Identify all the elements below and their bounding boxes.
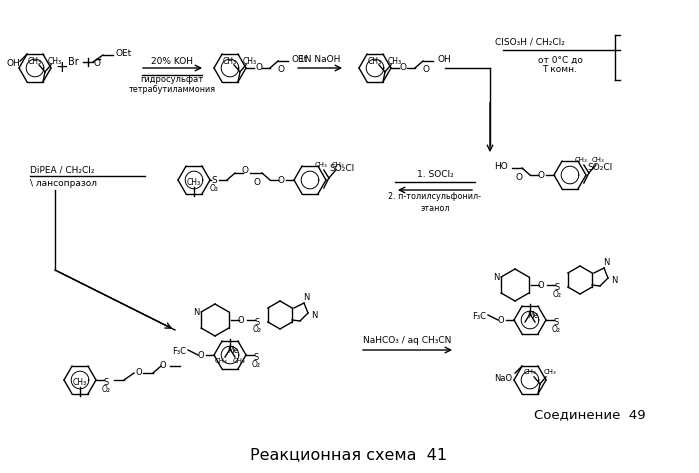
Text: CH₃: CH₃: [544, 369, 556, 375]
Text: ClSO₃H / CH₂Cl₂: ClSO₃H / CH₂Cl₂: [495, 37, 565, 46]
Text: OH: OH: [437, 54, 451, 63]
Text: O: O: [422, 65, 429, 75]
Text: CH₃: CH₃: [233, 358, 245, 364]
Text: CH₃: CH₃: [368, 57, 382, 66]
Text: T комн.: T комн.: [542, 65, 577, 75]
Text: CH₃: CH₃: [524, 369, 536, 375]
Text: O₂: O₂: [252, 324, 261, 333]
Text: O₂: O₂: [210, 184, 219, 193]
Text: O: O: [538, 280, 545, 289]
Text: 2. п-толилсульфонил-: 2. п-толилсульфонил-: [389, 192, 482, 201]
Text: CH₃: CH₃: [187, 177, 201, 186]
Text: OEt: OEt: [292, 54, 308, 63]
Text: этанол: этанол: [420, 203, 449, 212]
Text: HO: HO: [494, 161, 508, 170]
Text: S: S: [211, 175, 217, 184]
Text: гидросульфат: гидросульфат: [140, 76, 203, 85]
Text: S: S: [103, 377, 108, 386]
Text: O: O: [238, 315, 245, 324]
Text: O₂: O₂: [552, 324, 561, 333]
Text: от 0°С до: от 0°С до: [538, 55, 582, 64]
Text: O: O: [254, 177, 261, 186]
Text: тетрабутиламмония: тетрабутиламмония: [129, 86, 215, 95]
Text: 1. SOCl₂: 1. SOCl₂: [417, 169, 454, 178]
Text: N: N: [603, 257, 610, 266]
Text: Соединение  49: Соединение 49: [534, 409, 646, 421]
Text: CH₃: CH₃: [223, 57, 237, 66]
Text: 20% KOH: 20% KOH: [151, 58, 193, 67]
Text: O: O: [400, 63, 407, 72]
Text: Br: Br: [68, 57, 78, 67]
Text: CH₃: CH₃: [591, 157, 604, 163]
Text: NaHCO₃ / aq CH₃CN: NaHCO₃ / aq CH₃CN: [363, 335, 451, 344]
Text: Me: Me: [227, 345, 238, 354]
Text: O: O: [277, 175, 284, 184]
Text: CH₃: CH₃: [331, 162, 344, 168]
Text: CH₃: CH₃: [388, 57, 402, 66]
Text: S: S: [554, 282, 560, 291]
Text: F₃C: F₃C: [472, 312, 486, 321]
Text: S: S: [554, 317, 559, 326]
Text: O₂: O₂: [101, 385, 110, 394]
Text: O: O: [255, 63, 262, 72]
Text: O: O: [136, 368, 143, 377]
Text: SO₂Cl: SO₂Cl: [587, 163, 612, 172]
Text: CH₃: CH₃: [215, 358, 227, 364]
Text: \ лансопразол: \ лансопразол: [30, 178, 97, 187]
Text: O: O: [94, 59, 101, 68]
Text: NaO: NaO: [494, 374, 512, 383]
Text: O: O: [241, 166, 248, 175]
Text: F₃C: F₃C: [172, 347, 186, 356]
Text: DiPEA / CH₂Cl₂: DiPEA / CH₂Cl₂: [30, 166, 94, 175]
Text: CH₃: CH₃: [575, 157, 587, 163]
Text: O: O: [197, 350, 204, 359]
Text: Реакционная схема  41: Реакционная схема 41: [250, 447, 447, 463]
Text: CH₃: CH₃: [315, 162, 327, 168]
Text: CH₃: CH₃: [73, 377, 87, 386]
Text: SO₂Cl: SO₂Cl: [329, 164, 354, 173]
Text: O₂: O₂: [552, 289, 561, 298]
Text: O₂: O₂: [252, 359, 261, 368]
Text: N: N: [611, 275, 617, 284]
Text: CH₃: CH₃: [28, 57, 42, 66]
Text: O: O: [537, 170, 544, 179]
Text: Me: Me: [527, 310, 539, 319]
Text: OH: OH: [6, 59, 20, 68]
Text: N: N: [311, 310, 317, 319]
Text: 1N NaOH: 1N NaOH: [299, 55, 340, 64]
Text: N: N: [493, 272, 499, 281]
Text: S: S: [253, 352, 259, 361]
Text: O: O: [278, 65, 284, 75]
Text: CH₃: CH₃: [48, 57, 62, 66]
Text: O: O: [515, 173, 522, 182]
Text: S: S: [254, 317, 259, 326]
Text: N: N: [193, 307, 199, 316]
Text: O: O: [498, 315, 504, 324]
Text: O: O: [159, 360, 166, 369]
Text: CH₃: CH₃: [243, 57, 257, 66]
Text: +: +: [56, 61, 69, 76]
Text: OEt: OEt: [116, 49, 132, 58]
Text: N: N: [303, 292, 309, 301]
